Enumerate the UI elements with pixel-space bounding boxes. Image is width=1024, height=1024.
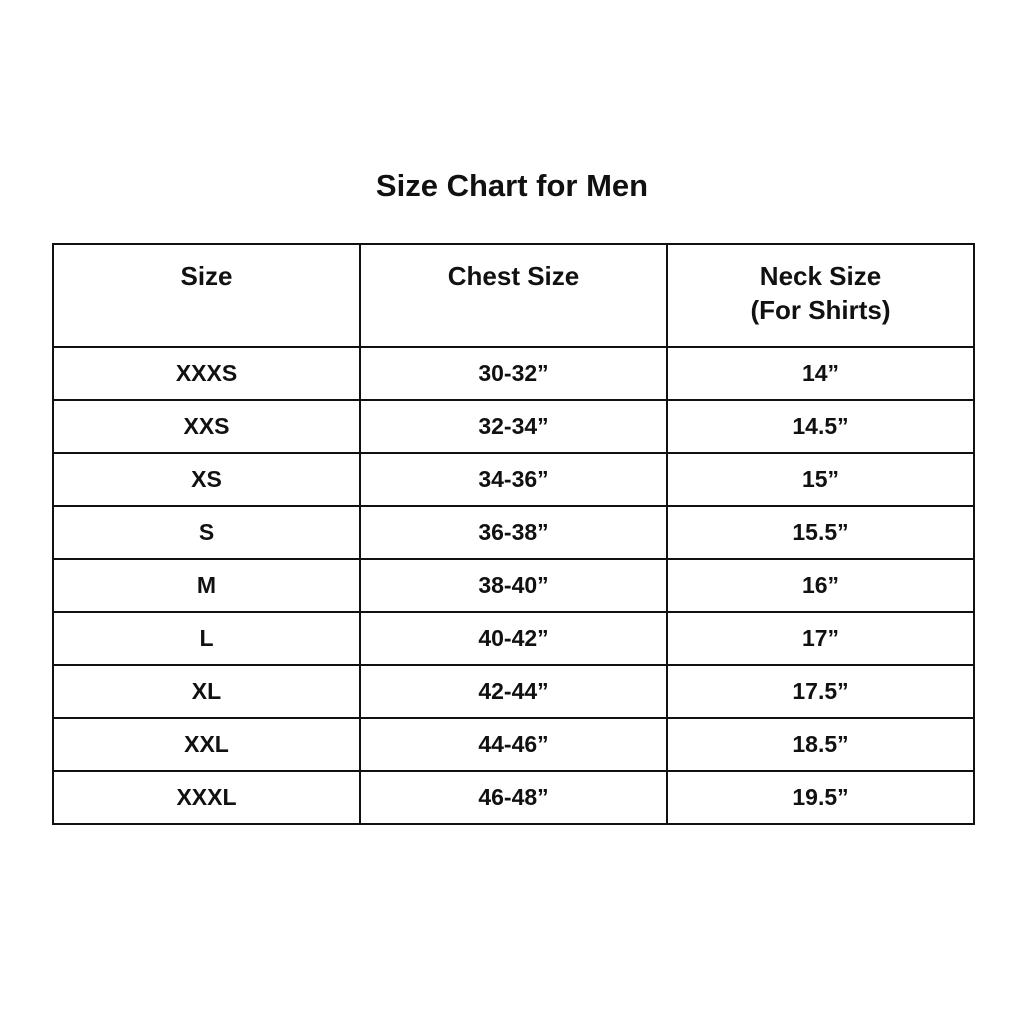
cell-chest-size: 30-32” xyxy=(359,346,668,401)
table-row: S 36-38” 15.5” xyxy=(52,505,975,560)
cell-neck-size: 17” xyxy=(666,611,975,666)
header-neck-size-note: (For Shirts) xyxy=(750,295,891,325)
cell-chest-size: 42-44” xyxy=(359,664,668,719)
size-chart-table: Size Chest Size Neck Size (For Shirts) XX… xyxy=(52,243,975,825)
table-row: L 40-42” 17” xyxy=(52,611,975,666)
page-title: Size Chart for Men xyxy=(375,168,649,203)
cell-neck-size: 16” xyxy=(666,558,975,613)
table-row: XS 34-36” 15” xyxy=(52,452,975,507)
table-row: XXS 32-34” 14.5” xyxy=(52,399,975,454)
table-row: M 38-40” 16” xyxy=(52,558,975,613)
table-row: XXXS 30-32” 14” xyxy=(52,346,975,401)
table-row: XXL 44-46” 18.5” xyxy=(52,717,975,772)
header-chest-size: Chest Size xyxy=(359,243,668,348)
cell-chest-size: 34-36” xyxy=(359,452,668,507)
cell-size: XXL xyxy=(52,717,361,772)
cell-chest-size: 44-46” xyxy=(359,717,668,772)
table-row: XL 42-44” 17.5” xyxy=(52,664,975,719)
cell-size: XXXS xyxy=(52,346,361,401)
cell-size: XXS xyxy=(52,399,361,454)
header-size: Size xyxy=(52,243,361,348)
table-row: XXXL 46-48” 19.5” xyxy=(52,770,975,825)
cell-chest-size: 38-40” xyxy=(359,558,668,613)
cell-size: S xyxy=(52,505,361,560)
cell-neck-size: 17.5” xyxy=(666,664,975,719)
header-neck-size-label: Neck Size xyxy=(759,261,882,291)
cell-neck-size: 18.5” xyxy=(666,717,975,772)
cell-chest-size: 36-38” xyxy=(359,505,668,560)
cell-neck-size: 15” xyxy=(666,452,975,507)
cell-neck-size: 14.5” xyxy=(666,399,975,454)
cell-size: L xyxy=(52,611,361,666)
header-neck-size: Neck Size (For Shirts) xyxy=(666,243,975,348)
cell-chest-size: 46-48” xyxy=(359,770,668,825)
cell-size: XXXL xyxy=(52,770,361,825)
header-row: Size Chest Size Neck Size (For Shirts) xyxy=(52,243,975,348)
cell-size: M xyxy=(52,558,361,613)
cell-neck-size: 19.5” xyxy=(666,770,975,825)
cell-neck-size: 14” xyxy=(666,346,975,401)
cell-chest-size: 40-42” xyxy=(359,611,668,666)
cell-size: XL xyxy=(52,664,361,719)
cell-chest-size: 32-34” xyxy=(359,399,668,454)
cell-size: XS xyxy=(52,452,361,507)
cell-neck-size: 15.5” xyxy=(666,505,975,560)
